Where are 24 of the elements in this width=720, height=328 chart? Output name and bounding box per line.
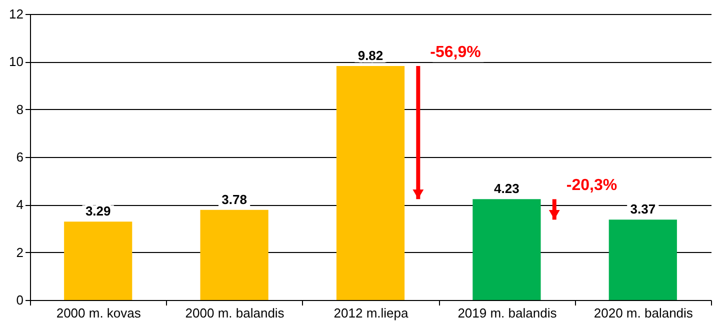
bar [64,222,132,300]
x-tick-label: 2020 m. balandis [594,306,694,320]
x-tick-label: 2000 m. balandis [185,306,285,320]
bar [336,66,405,300]
x-tick-label: 2019 m. balandis [458,306,558,320]
annotation: -20,3% [566,177,618,194]
data-label: 3.29 [85,204,111,219]
x-tick-label: 2012 m.liepa [334,306,409,320]
y-tick-label: 8 [16,102,24,117]
x-tick-label: 2000 m. kovas [56,306,142,320]
y-tick-label: 12 [9,6,24,22]
data-label: 3.78 [222,192,247,207]
data-label: 3.37 [630,202,656,217]
data-label: 4.23 [494,181,520,196]
y-tick-label: 0 [16,292,24,308]
data-label: 9.82 [358,48,384,63]
bar [608,220,677,300]
y-tick-label: 6 [16,150,24,164]
y-tick-label: 4 [16,197,24,212]
y-tick-label: 2 [16,244,24,260]
annotation: -56,9% [430,44,481,61]
bar [200,210,268,300]
y-tick-label: 10 [9,54,24,70]
bar [472,199,541,300]
